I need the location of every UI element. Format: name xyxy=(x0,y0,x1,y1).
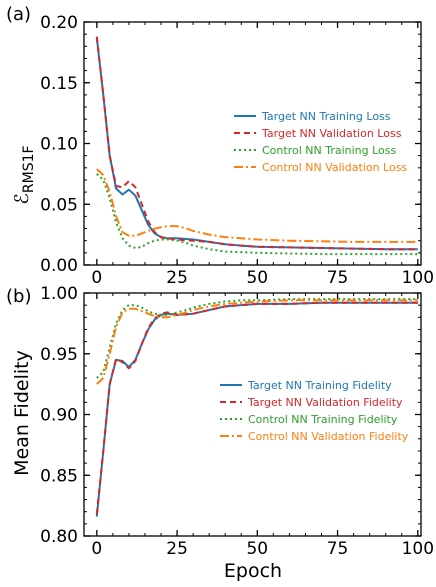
panel-b-legend: Target NN Training Fidelity Target NN Val… xyxy=(220,379,409,443)
y-tick-label: 0.05 xyxy=(40,195,78,215)
panel-b-series-lines xyxy=(95,298,418,517)
svg-text:ℰRMS1F: ℰRMS1F xyxy=(11,145,37,204)
x-tick-label: 75 xyxy=(327,268,349,288)
panel-b-chart: (b) Mean Fidelity 0 25 50 75 100 0.80 0.85 0.90… xyxy=(6,284,434,582)
y-tick-label: 0.15 xyxy=(40,74,78,94)
legend-entry-3: Control NN Training Loss xyxy=(262,144,397,157)
x-tick-label: 50 xyxy=(246,539,268,559)
panel-a-y-axis-label-sub: RMS1F xyxy=(21,145,37,193)
series-line-3 xyxy=(96,173,418,256)
panel-b-y-axis-label: Mean Fidelity xyxy=(11,350,33,476)
panel-a-chart: (a) ℰRMS1F 0 25 50 75 100 0.00 0.05 0.10 0.15 0.2… xyxy=(6,4,434,288)
panel-a-y-axis-label: ℰRMS1F xyxy=(11,145,37,204)
legend-entry-1: Target NN Training Loss xyxy=(261,110,391,123)
panel-a-series-lines xyxy=(95,36,418,256)
y-tick-label: 0.10 xyxy=(40,135,78,155)
panel-b-label: (b) xyxy=(6,286,31,307)
series-line-2 xyxy=(95,301,418,515)
y-tick-label: 0.95 xyxy=(40,345,78,365)
x-tick-label: 75 xyxy=(327,539,349,559)
legend-entry-2: Target NN Validation Loss xyxy=(261,127,402,140)
x-tick-label: 25 xyxy=(166,539,188,559)
x-tick-label: 50 xyxy=(246,268,268,288)
y-tick-label: 0.85 xyxy=(40,466,78,486)
x-tick-label: 25 xyxy=(166,268,188,288)
y-tick-label: 0.90 xyxy=(40,406,78,426)
x-tick-label: 100 xyxy=(402,268,434,288)
panel-a-label: (a) xyxy=(6,4,31,25)
y-tick-label: 0.20 xyxy=(40,13,78,33)
panel-b-ticks: 0 25 50 75 100 0.80 0.85 0.90 0.95 1.00 xyxy=(40,284,434,559)
legend-entry-3: Control NN Training Fidelity xyxy=(248,413,398,426)
y-tick-label: 0.00 xyxy=(40,256,78,276)
legend-entry-4: Control NN Validation Loss xyxy=(262,161,407,174)
series-line-3 xyxy=(96,298,418,379)
series-line-4 xyxy=(96,168,418,243)
y-tick-label: 0.80 xyxy=(40,527,78,547)
panel-a-legend: Target NN Training Loss Target NN Validat… xyxy=(234,110,407,174)
panel-a-y-axis-label-main: ℰ xyxy=(11,193,33,205)
legend-entry-4: Control NN Validation Fidelity xyxy=(248,430,409,443)
x-tick-label: 100 xyxy=(402,539,434,559)
series-line-2 xyxy=(95,36,418,251)
legend-entry-1: Target NN Training Fidelity xyxy=(247,379,392,392)
legend-entry-2: Target NN Validation Fidelity xyxy=(247,396,403,409)
panel-b-x-axis-label: Epoch xyxy=(224,560,282,582)
y-tick-label: 1.00 xyxy=(40,284,78,304)
series-line-4 xyxy=(96,299,418,385)
x-tick-label: 0 xyxy=(91,268,102,288)
x-tick-label: 0 xyxy=(91,539,102,559)
panel-a-ticks: 0 25 50 75 100 0.00 0.05 0.10 0.15 0.20 xyxy=(40,13,434,288)
